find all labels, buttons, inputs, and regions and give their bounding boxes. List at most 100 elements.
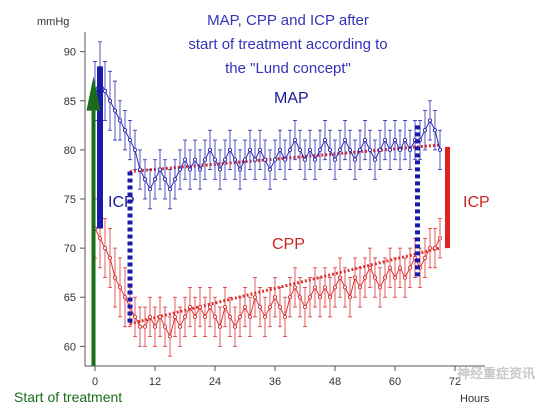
map-point xyxy=(217,167,223,172)
start-arrow xyxy=(86,76,101,366)
cpp-point xyxy=(407,265,413,270)
map-point xyxy=(207,147,213,152)
cpp-point xyxy=(142,324,148,329)
cpp-point xyxy=(402,275,408,280)
map-point xyxy=(272,157,278,162)
map-point xyxy=(377,147,383,152)
map-point xyxy=(327,147,333,152)
cpp-point xyxy=(392,275,398,280)
cpp-point xyxy=(187,305,193,310)
map-point xyxy=(107,98,113,103)
map-point xyxy=(427,118,433,123)
map-point xyxy=(182,157,188,162)
map-point xyxy=(147,187,153,192)
cpp-point xyxy=(272,295,278,300)
x-tick-label: 60 xyxy=(389,376,401,388)
x-tick-label: 24 xyxy=(209,376,221,388)
map-point xyxy=(352,157,358,162)
cpp-point xyxy=(292,285,298,290)
map-point xyxy=(322,138,328,143)
cpp-point xyxy=(257,305,263,310)
cpp-line xyxy=(94,228,441,338)
title-line-3: the "Lund concept" xyxy=(225,60,351,77)
map-point xyxy=(342,138,348,143)
map-point xyxy=(137,167,143,172)
cpp-point xyxy=(297,295,303,300)
cpp-point xyxy=(427,246,433,251)
map-point xyxy=(232,157,238,162)
cpp-point xyxy=(172,314,178,319)
cpp-point xyxy=(167,334,173,339)
cpp-point xyxy=(337,275,343,280)
cpp-point xyxy=(397,265,403,270)
map-point xyxy=(362,138,368,143)
map-point xyxy=(187,167,193,172)
y-tick-label: 85 xyxy=(64,96,76,108)
map-point xyxy=(422,128,428,133)
map-point xyxy=(357,147,363,152)
series-label-map: MAP xyxy=(274,90,309,107)
cpp-point xyxy=(122,295,128,300)
icp-label-right: ICP xyxy=(463,194,490,211)
icp-label-left: ICP xyxy=(108,194,135,211)
cpp-point xyxy=(102,246,108,251)
map-point xyxy=(132,147,138,152)
y-unit-label: mmHg xyxy=(37,16,69,28)
map-point xyxy=(317,147,323,152)
x-tick-label: 48 xyxy=(329,376,341,388)
map-point xyxy=(397,147,403,152)
x-ticks: 0 12 24 36 48 60 72 xyxy=(92,366,461,388)
map-point xyxy=(282,157,288,162)
map-point xyxy=(227,147,233,152)
cpp-point xyxy=(192,314,198,319)
map-point xyxy=(242,157,248,162)
x-unit-label: Hours xyxy=(460,393,490,405)
cpp-point xyxy=(262,314,268,319)
map-point xyxy=(197,167,203,172)
map-point xyxy=(307,147,313,152)
cpp-point xyxy=(242,305,248,310)
map-point xyxy=(402,138,408,143)
map-point xyxy=(162,177,168,182)
x-tick-label: 36 xyxy=(269,376,281,388)
cpp-point xyxy=(112,275,118,280)
cpp-point xyxy=(132,314,138,319)
cpp-point xyxy=(182,314,188,319)
map-point xyxy=(142,177,148,182)
map-point xyxy=(372,157,378,162)
cpp-point xyxy=(197,305,203,310)
x-tick-label: 12 xyxy=(149,376,161,388)
map-point xyxy=(152,177,158,182)
map-point xyxy=(222,157,228,162)
map-point xyxy=(277,147,283,152)
cpp-point xyxy=(147,314,153,319)
cpp-point xyxy=(437,236,443,241)
title-line-2: start of treatment according to xyxy=(188,36,387,53)
cpp-point xyxy=(202,314,208,319)
map-point xyxy=(167,187,173,192)
cpp-point xyxy=(307,295,313,300)
cpp-point xyxy=(287,295,293,300)
watermark: 神经重症资讯 xyxy=(457,366,535,381)
map-point xyxy=(387,147,393,152)
y-tick-label: 80 xyxy=(64,145,76,157)
map-point xyxy=(312,157,318,162)
map-point xyxy=(332,157,338,162)
map-point xyxy=(117,118,123,123)
start-label: Start of treatment xyxy=(14,389,122,405)
cpp-point xyxy=(252,295,258,300)
map-point xyxy=(252,157,258,162)
y-tick-label: 60 xyxy=(64,341,76,353)
cpp-point xyxy=(382,275,388,280)
map-point xyxy=(127,138,133,143)
trend-lines xyxy=(129,143,441,326)
map-point xyxy=(392,138,398,143)
map-point xyxy=(337,147,343,152)
cpp-point xyxy=(207,305,213,310)
cpp-point xyxy=(282,314,288,319)
cpp-point xyxy=(362,275,368,280)
cpp-point xyxy=(97,236,103,241)
cpp-point xyxy=(247,314,253,319)
